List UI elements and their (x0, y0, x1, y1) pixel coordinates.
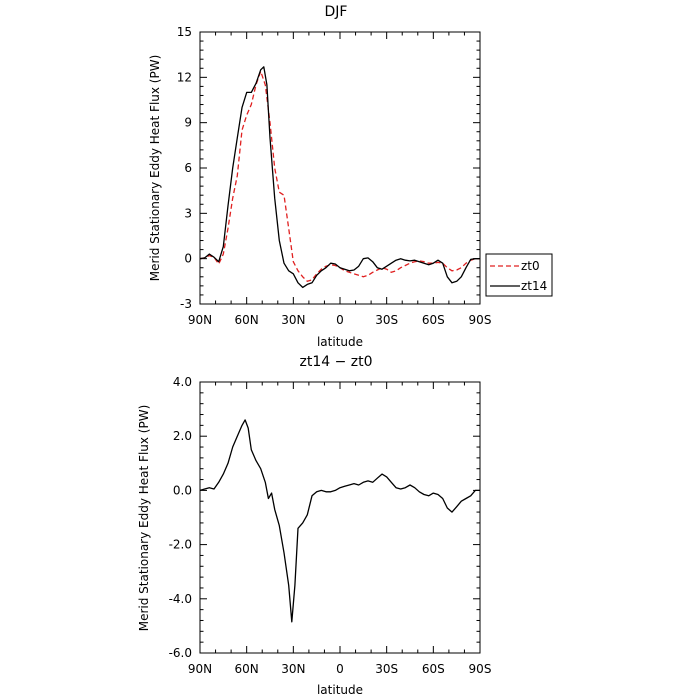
top-x-tick-label: 0 (336, 313, 344, 327)
top-series-line-zt14 (199, 66, 480, 289)
top-x-tick-label: 30S (375, 313, 398, 327)
bottom-x-tick-label: 60N (235, 662, 259, 676)
top-x-axis-label: latitude (317, 335, 363, 349)
bottom-y-tick-label: -4.0 (169, 592, 192, 606)
legend: zt0 zt14 (485, 253, 553, 297)
bottom-axis-ticks: 90N 60N 30N 0 30S 60S 90S -6.0 -4.0 -2.0 0.0 2.0 4.0 (169, 375, 492, 676)
bottom-x-tick-label: 30N (281, 662, 305, 676)
bottom-x-axis-label: latitude (317, 683, 363, 697)
bottom-y-tick-label: -2.0 (169, 538, 192, 552)
bottom-panel-title: zt14 − zt0 (299, 354, 372, 370)
legend-box (485, 253, 553, 297)
legend-label-zt0: zt0 (521, 259, 540, 273)
bottom-y-tick-label: 2.0 (173, 429, 192, 443)
bottom-y-tick-label: -6.0 (169, 646, 192, 660)
top-panel-djf: DJF 90N 60N 30N 0 30S 60S 90S -3 0 3 6 9 12 15 latitu… (148, 4, 553, 349)
bottom-x-tick-label: 0 (336, 662, 344, 676)
bottom-y-tick-label: 0.0 (173, 483, 192, 497)
top-panel-title: DJF (325, 4, 348, 20)
bottom-y-axis-label: Merid Stationary Eddy Heat Flux (PW) (137, 405, 151, 632)
legend-label-zt14: zt14 (521, 279, 547, 293)
top-series-lines (199, 66, 480, 289)
bottom-y-tick-label: 4.0 (173, 375, 192, 389)
bottom-x-tick-label: 30S (375, 662, 398, 676)
top-plot-frame (199, 31, 481, 305)
bottom-plot-frame (199, 381, 481, 654)
bottom-panel-difference: zt14 − zt0 90N 60N 30N 0 30S 60S 90S -6.0 -4.0 -2… (137, 354, 491, 697)
top-x-tick-label: 30N (281, 313, 305, 327)
top-axis-ticks: 90N 60N 30N 0 30S 60S 90S -3 0 3 6 9 12 15 (177, 25, 492, 327)
top-y-tick-label: 0 (184, 252, 192, 266)
top-y-tick-label: 15 (177, 25, 192, 39)
top-y-axis-label: Merid Stationary Eddy Heat Flux (PW) (148, 55, 162, 282)
top-y-tick-label: 12 (177, 70, 192, 84)
bottom-series-lines (199, 419, 480, 623)
top-y-tick-label: 3 (184, 206, 192, 220)
bottom-x-tick-label: 90S (469, 662, 492, 676)
top-series-line-zt0 (199, 70, 480, 282)
top-x-tick-label: 60S (422, 313, 445, 327)
top-y-tick-label: 9 (184, 116, 192, 130)
top-y-tick-label: -3 (180, 297, 192, 311)
top-y-tick-label: 6 (184, 161, 192, 175)
bottom-series-line-series-0 (199, 419, 480, 623)
bottom-x-tick-label: 60S (422, 662, 445, 676)
top-x-tick-label: 90N (188, 313, 212, 327)
top-x-tick-label: 60N (235, 313, 259, 327)
bottom-x-tick-label: 90N (188, 662, 212, 676)
top-x-tick-label: 90S (469, 313, 492, 327)
